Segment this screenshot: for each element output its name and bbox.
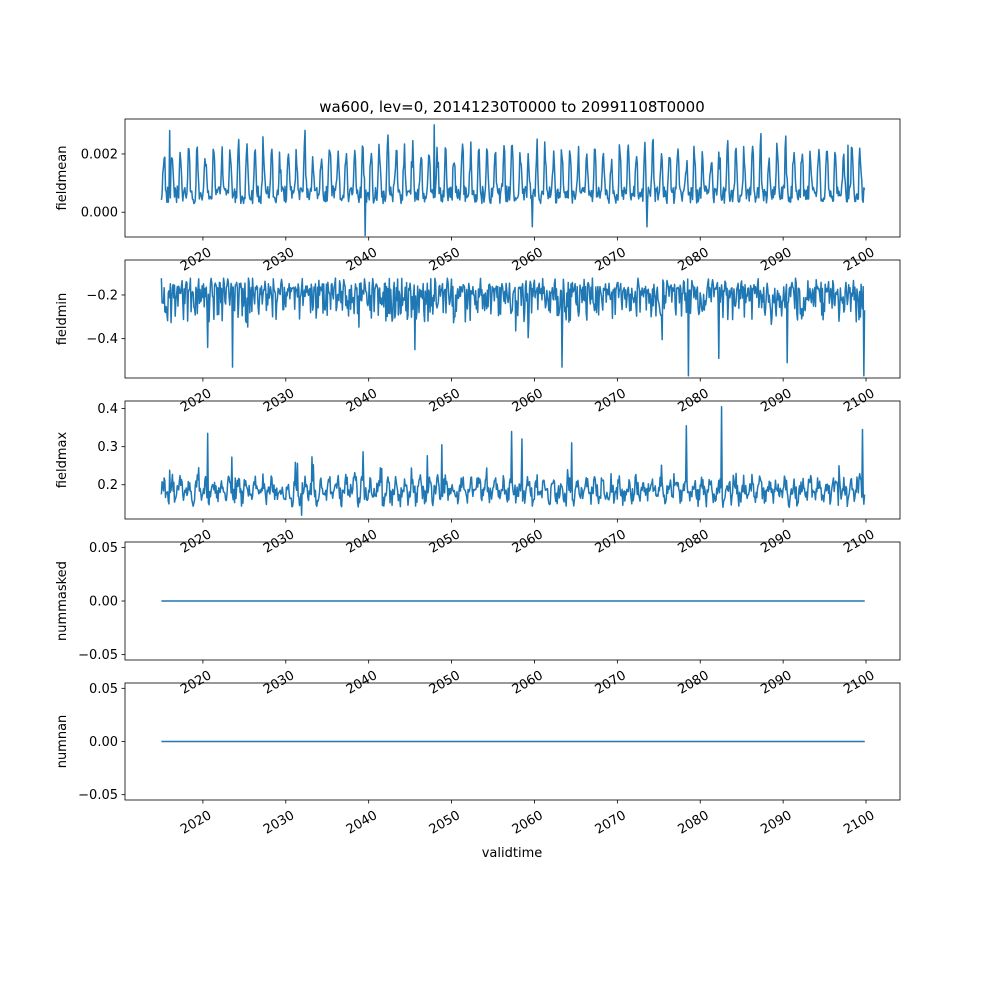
y-tick-label: 0.3 — [97, 440, 118, 455]
y-tick-label: 0.05 — [89, 541, 118, 556]
axes-frame-fieldmin — [124, 259, 901, 379]
y-tick-label: 0.2 — [97, 478, 118, 493]
series-line-fieldmin — [160, 277, 866, 377]
series-line-fieldmean — [160, 124, 866, 237]
y-tick-label: 0.002 — [81, 147, 118, 162]
y-axis-label: fieldmean — [55, 146, 70, 211]
y-axis-label: nummasked — [55, 561, 70, 641]
y-axis-label: fieldmax — [55, 432, 70, 489]
y-tick-label: −0.2 — [86, 288, 118, 303]
y-tick-label: 0.00 — [89, 595, 118, 610]
y-axis-label: numnan — [55, 715, 70, 769]
figure-title: wa600, lev=0, 20141230T0000 to 20991108T… — [319, 98, 705, 116]
axes-frame-fieldmax — [124, 400, 901, 520]
y-tick-label: −0.4 — [86, 332, 118, 347]
axes-frame-fieldmean — [124, 118, 901, 238]
y-tick-label: 0.4 — [97, 402, 118, 417]
y-tick-label: 0.00 — [89, 735, 118, 750]
y-axis-label: fieldmin — [55, 293, 70, 346]
x-axis-label: validtime — [482, 846, 543, 861]
series-line-fieldmax — [160, 405, 866, 516]
y-tick-label: −0.05 — [78, 788, 118, 803]
y-tick-label: 0.05 — [89, 682, 118, 697]
y-tick-label: 0.000 — [81, 206, 118, 221]
y-tick-label: −0.05 — [78, 648, 118, 663]
